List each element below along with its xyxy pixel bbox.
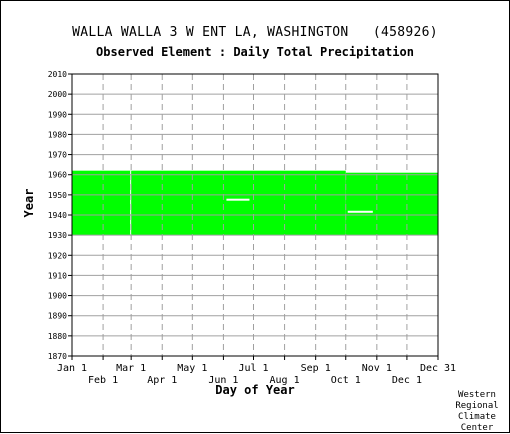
x-tick-label: Dec 1 xyxy=(392,375,422,386)
credit-line: Regional xyxy=(455,401,499,411)
missing-data-gap xyxy=(130,170,132,236)
y-tick-label: 1940 xyxy=(48,211,67,220)
chart-subtitle: Observed Element : Daily Total Precipita… xyxy=(96,45,414,59)
missing-data-gap xyxy=(347,210,373,213)
y-tick-label: 1930 xyxy=(48,231,67,240)
y-tick-label: 2010 xyxy=(48,70,67,79)
credit-block: Western Regional Climate Center xyxy=(449,390,505,434)
x-tick-label: Jan 1 xyxy=(57,363,87,374)
x-tick-label: Nov 1 xyxy=(362,363,392,374)
y-axis-label: Year xyxy=(22,188,36,218)
data-coverage-block xyxy=(345,172,438,236)
y-tick-label: 1890 xyxy=(48,312,67,321)
y-tick-label: 1980 xyxy=(48,130,67,139)
data-coverage-block xyxy=(72,170,346,236)
credit-line: Climate xyxy=(458,412,496,422)
x-tick-label: Apr 1 xyxy=(147,375,177,386)
y-tick-label: 1910 xyxy=(48,271,67,280)
y-tick-label: 1990 xyxy=(48,110,67,119)
y-tick-label: 1960 xyxy=(48,171,67,180)
x-tick-label: Aug 1 xyxy=(270,375,300,386)
y-tick-label: 1900 xyxy=(48,292,67,301)
credit-line: Center xyxy=(460,423,494,433)
x-tick-label: Oct 1 xyxy=(331,375,361,386)
chart-title: WALLA WALLA 3 W ENT LA, WASHINGTON (4589… xyxy=(72,25,438,40)
y-tick-label: 1970 xyxy=(48,151,67,160)
x-tick-label: Sep 1 xyxy=(301,363,331,374)
x-tick-label: May 1 xyxy=(177,363,207,374)
y-tick-label: 1920 xyxy=(48,251,67,260)
y-tick-label: 1950 xyxy=(48,191,67,200)
missing-data-gap xyxy=(226,198,250,201)
y-tick-label: 2000 xyxy=(48,90,67,99)
x-axis-label: Day of Year xyxy=(215,383,295,397)
x-tick-label: Mar 1 xyxy=(116,363,146,374)
x-tick-label: Dec 31 xyxy=(420,363,456,374)
y-tick-label: 1870 xyxy=(48,352,67,361)
x-tick-label: Feb 1 xyxy=(88,375,118,386)
y-tick-label: 1880 xyxy=(48,332,67,341)
plot-border xyxy=(71,73,439,357)
x-tick-label: Jul 1 xyxy=(238,363,268,374)
x-tick-label: Jun 1 xyxy=(208,375,238,386)
credit-line: Western xyxy=(458,390,496,400)
